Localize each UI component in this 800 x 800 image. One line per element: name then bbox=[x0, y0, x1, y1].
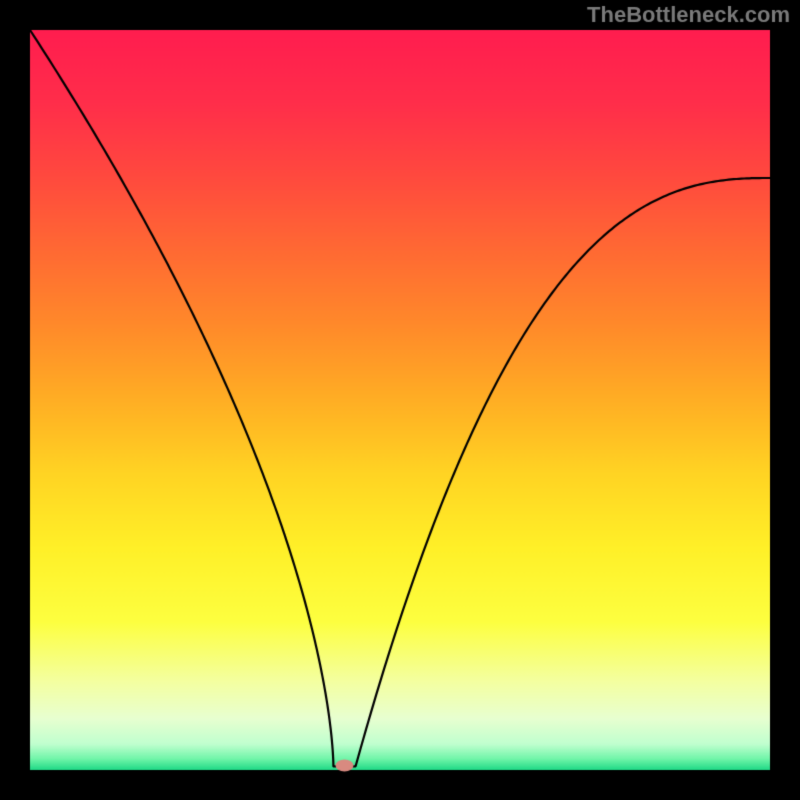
bottleneck-chart bbox=[0, 0, 800, 800]
